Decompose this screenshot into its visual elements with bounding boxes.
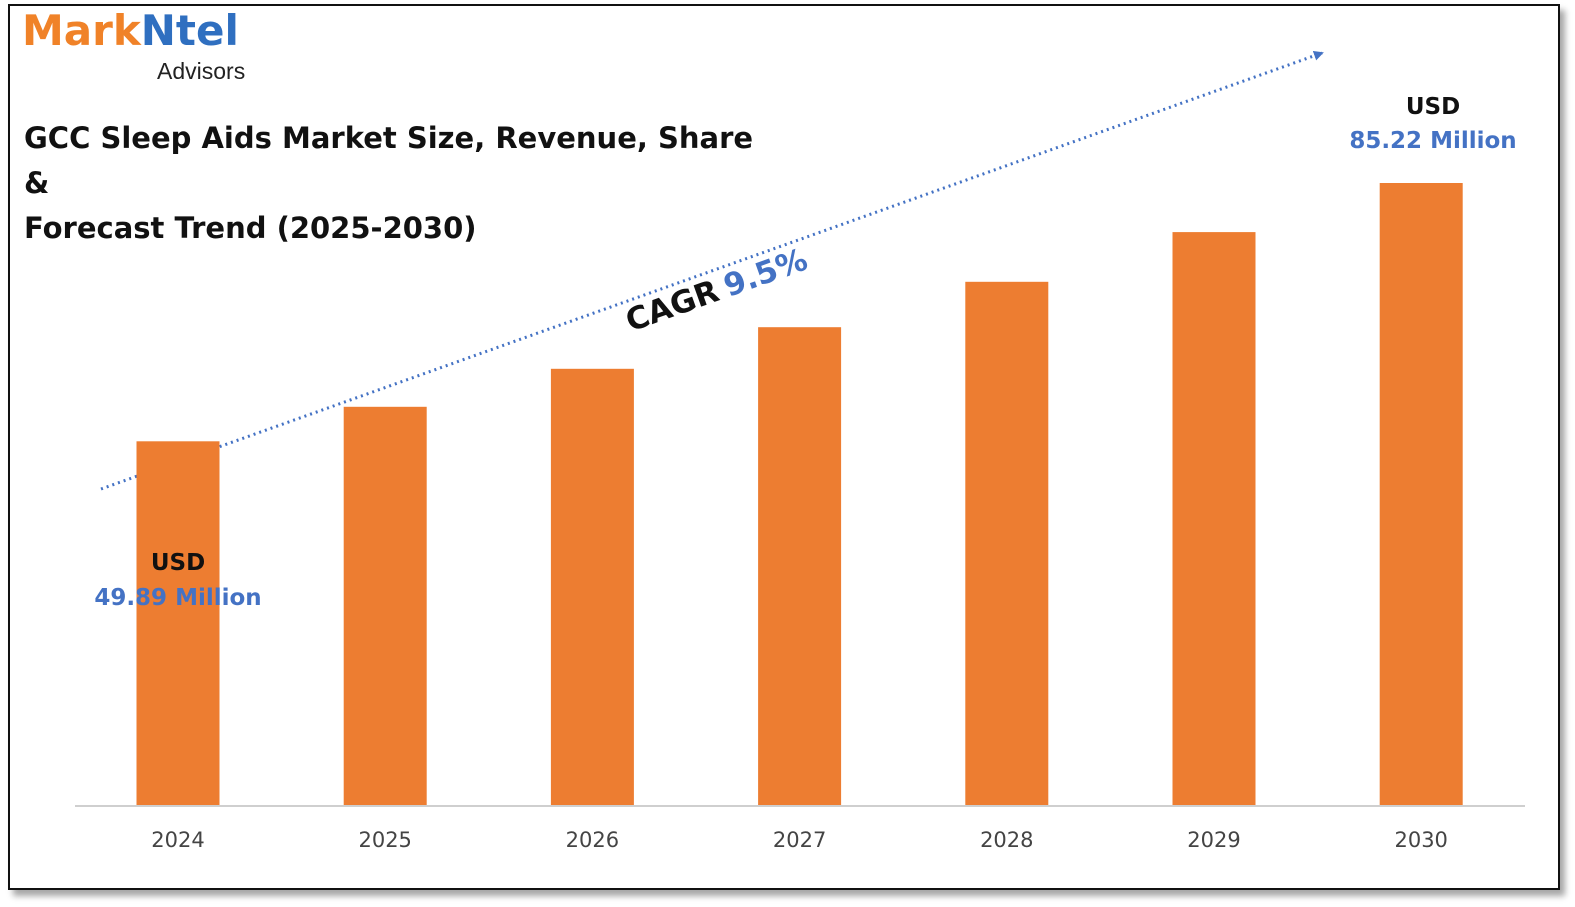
logo-wordmark: MarkNtel bbox=[22, 8, 239, 54]
cagr-label-text: CAGR bbox=[621, 273, 724, 339]
bar-2026 bbox=[550, 368, 634, 806]
start-currency-label: USD bbox=[151, 550, 205, 576]
bar-2029 bbox=[1172, 232, 1256, 807]
logo-advisors-text: Advisors bbox=[157, 58, 246, 84]
cagr-label: CAGR9.5% bbox=[621, 242, 812, 340]
x-axis-ticks: 2024 2025 2026 2027 2028 2029 2030 bbox=[151, 828, 1448, 852]
start-value-label: 49.89 Million bbox=[94, 585, 261, 611]
logo-mark-text: Mark bbox=[22, 6, 141, 55]
logo-ntel-text: Ntel bbox=[140, 6, 239, 55]
x-tick-2029: 2029 bbox=[1187, 828, 1240, 852]
bar-2024 bbox=[136, 441, 220, 806]
bar-2025 bbox=[343, 406, 427, 806]
x-tick-2025: 2025 bbox=[358, 828, 411, 852]
chart-title-line1: GCC Sleep Aids Market Size, Revenue, Sha… bbox=[24, 121, 754, 200]
x-tick-2024: 2024 bbox=[151, 828, 204, 852]
chart-title: GCC Sleep Aids Market Size, Revenue, Sha… bbox=[24, 116, 764, 251]
bar-2027 bbox=[758, 327, 842, 806]
x-tick-2030: 2030 bbox=[1394, 828, 1447, 852]
cagr-value-text: 9.5% bbox=[719, 242, 812, 305]
markntel-logo: MarkNtel Advisors bbox=[22, 8, 245, 85]
cagr-trend-arrow bbox=[100, 50, 1324, 491]
end-value-label: 85.22 Million bbox=[1349, 128, 1516, 154]
x-tick-2026: 2026 bbox=[566, 828, 619, 852]
x-tick-2028: 2028 bbox=[980, 828, 1033, 852]
x-tick-2027: 2027 bbox=[773, 828, 826, 852]
bar-2028 bbox=[965, 281, 1049, 806]
bar-2030 bbox=[1379, 183, 1463, 806]
chart-title-line2: Forecast Trend (2025-2030) bbox=[24, 211, 477, 245]
end-currency-label: USD bbox=[1406, 94, 1460, 120]
bars-group bbox=[136, 183, 1463, 807]
